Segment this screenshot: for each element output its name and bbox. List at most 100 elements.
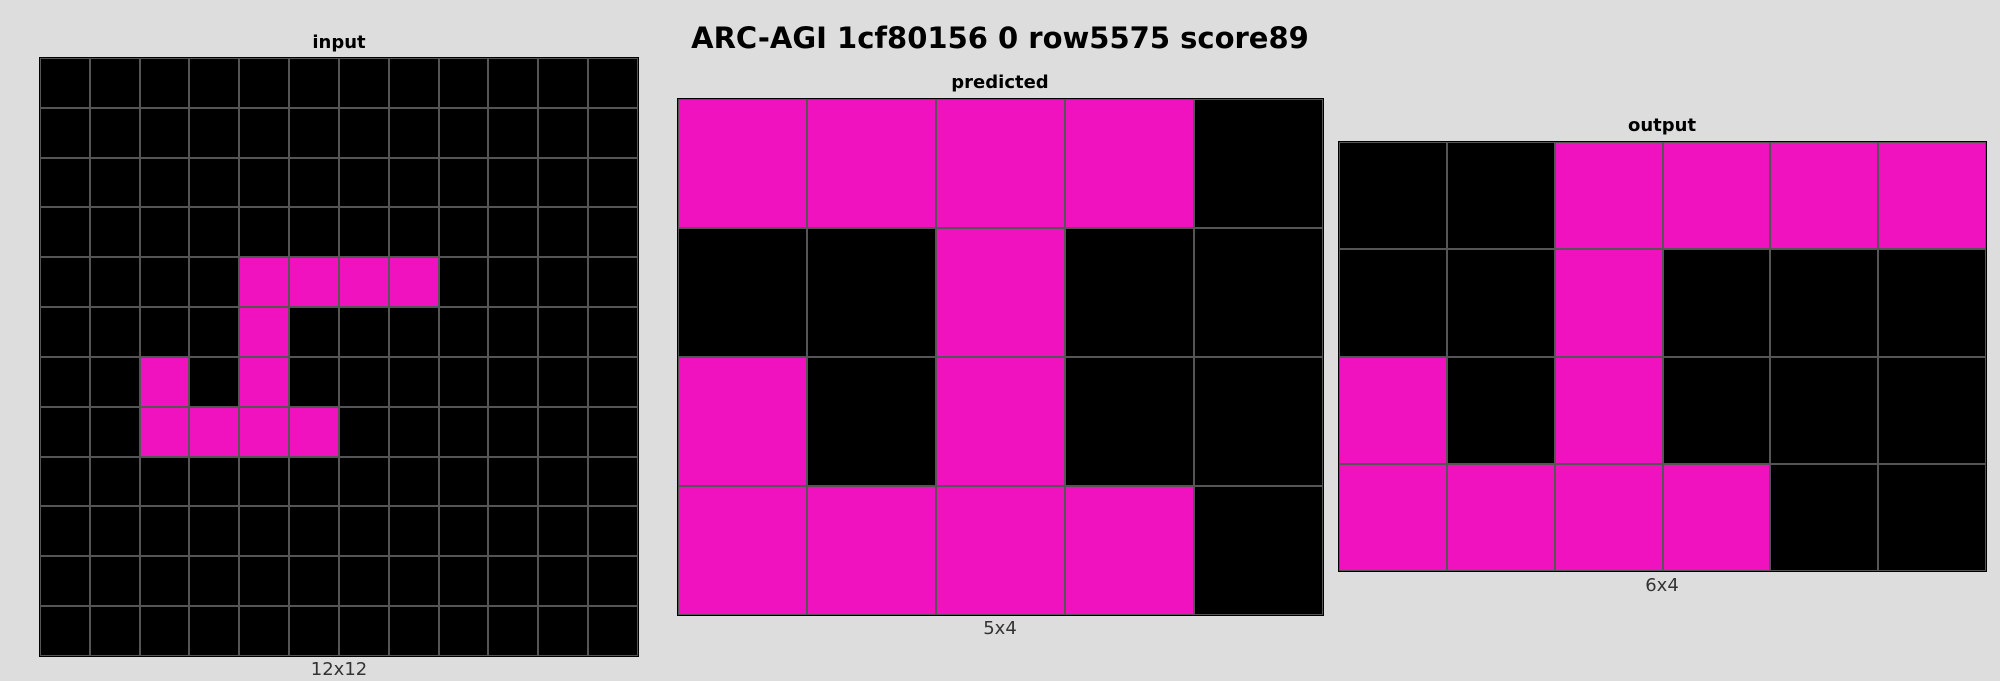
input-cell-r9-c5 (289, 506, 339, 557)
input-cell-r8-c3 (189, 456, 240, 507)
predicted-cell-r0-c3 (1065, 99, 1194, 228)
input-cell-r3-c3 (189, 207, 240, 258)
output-grid (1338, 141, 1987, 572)
predicted-panel: predicted 5x4 (676, 72, 1324, 642)
input-cell-r11-c5 (289, 606, 339, 656)
input-cell-r8-c7 (388, 456, 439, 507)
input-cell-r9-c7 (388, 506, 439, 557)
predicted-panel-title: predicted (951, 72, 1049, 93)
input-cell-r10-c2 (139, 556, 190, 607)
predicted-cell-r2-c0 (678, 357, 807, 486)
input-cell-r7-c8 (438, 406, 489, 457)
input-cell-r6-c2 (139, 356, 190, 407)
input-cell-r8-c0 (40, 456, 90, 507)
predicted-cell-r2-c2 (936, 357, 1065, 486)
input-cell-r6-c1 (89, 356, 140, 407)
output-cell-r1-c3 (1662, 249, 1771, 357)
input-cell-r9-c10 (538, 506, 589, 557)
input-cell-r6-c10 (538, 356, 589, 407)
predicted-cell-r1-c0 (678, 228, 807, 357)
input-cell-r8-c5 (289, 456, 339, 507)
output-cell-r2-c5 (1878, 356, 1986, 464)
output-cell-r2-c2 (1554, 356, 1663, 464)
figure-title: ARC-AGI 1cf80156 0 row5575 score89 (691, 21, 1309, 55)
input-cell-r5-c5 (289, 307, 339, 357)
output-cell-r3-c1 (1446, 463, 1555, 571)
input-cell-r3-c2 (139, 207, 190, 258)
input-cell-r6-c0 (40, 356, 90, 407)
predicted-cell-r3-c2 (936, 486, 1065, 615)
input-cell-r1-c8 (438, 107, 489, 158)
input-cell-r11-c3 (189, 606, 240, 656)
output-cell-r3-c4 (1770, 463, 1879, 571)
input-cell-r3-c5 (289, 207, 339, 258)
input-cell-r10-c10 (538, 556, 589, 607)
input-cell-r4-c11 (588, 257, 638, 308)
input-cell-r7-c0 (40, 406, 90, 457)
input-cell-r3-c4 (239, 207, 290, 258)
input-cell-r2-c0 (40, 157, 90, 208)
input-cell-r3-c7 (388, 207, 439, 258)
input-cell-r8-c8 (438, 456, 489, 507)
input-cell-r4-c8 (438, 257, 489, 308)
predicted-cell-r0-c4 (1194, 99, 1323, 228)
input-cell-r7-c5 (289, 406, 339, 457)
output-cell-r0-c3 (1662, 142, 1771, 250)
input-cell-r1-c11 (588, 107, 638, 158)
predicted-cell-r0-c0 (678, 99, 807, 228)
output-cell-r3-c3 (1662, 463, 1771, 571)
predicted-cell-r1-c1 (807, 228, 936, 357)
output-cell-r0-c2 (1554, 142, 1663, 250)
input-cell-r2-c8 (438, 157, 489, 208)
input-cell-r4-c4 (239, 257, 290, 308)
predicted-size-label: 5x4 (983, 618, 1017, 639)
output-cell-r3-c0 (1339, 463, 1447, 571)
input-cell-r8-c11 (588, 456, 638, 507)
input-cell-r0-c0 (40, 58, 90, 108)
input-cell-r11-c8 (438, 606, 489, 656)
input-cell-r9-c4 (239, 506, 290, 557)
output-panel: output 6x4 (1337, 115, 1987, 597)
input-panel: input 12x12 (38, 30, 640, 680)
input-cell-r11-c4 (239, 606, 290, 656)
input-cell-r5-c1 (89, 307, 140, 357)
input-panel-title: input (312, 32, 366, 53)
input-cell-r1-c4 (239, 107, 290, 158)
input-cell-r0-c7 (388, 58, 439, 108)
input-cell-r11-c0 (40, 606, 90, 656)
input-cell-r2-c2 (139, 157, 190, 208)
input-cell-r5-c3 (189, 307, 240, 357)
input-cell-r4-c2 (139, 257, 190, 308)
input-cell-r3-c1 (89, 207, 140, 258)
input-cell-r1-c9 (488, 107, 539, 158)
input-cell-r10-c7 (388, 556, 439, 607)
input-cell-r10-c1 (89, 556, 140, 607)
predicted-cell-r3-c0 (678, 486, 807, 615)
predicted-cell-r0-c1 (807, 99, 936, 228)
output-size-label: 6x4 (1645, 575, 1679, 596)
input-cell-r11-c10 (538, 606, 589, 656)
output-cell-r1-c4 (1770, 249, 1879, 357)
input-cell-r7-c9 (488, 406, 539, 457)
output-panel-title: output (1627, 115, 1697, 136)
input-cell-r6-c9 (488, 356, 539, 407)
input-cell-r8-c4 (239, 456, 290, 507)
input-cell-r9-c2 (139, 506, 190, 557)
input-cell-r1-c0 (40, 107, 90, 158)
predicted-cell-r1-c3 (1065, 228, 1194, 357)
input-cell-r1-c5 (289, 107, 339, 158)
input-cell-r5-c10 (538, 307, 589, 357)
output-cell-r0-c5 (1878, 142, 1986, 250)
input-cell-r0-c4 (239, 58, 290, 108)
input-cell-r1-c6 (338, 107, 389, 158)
output-cell-r2-c1 (1446, 356, 1555, 464)
input-cell-r3-c0 (40, 207, 90, 258)
input-cell-r6-c7 (388, 356, 439, 407)
predicted-cell-r3-c4 (1194, 486, 1323, 615)
input-cell-r8-c1 (89, 456, 140, 507)
input-cell-r0-c10 (538, 58, 589, 108)
input-cell-r9-c9 (488, 506, 539, 557)
input-cell-r3-c11 (588, 207, 638, 258)
predicted-cell-r1-c4 (1194, 228, 1323, 357)
input-cell-r6-c11 (588, 356, 638, 407)
